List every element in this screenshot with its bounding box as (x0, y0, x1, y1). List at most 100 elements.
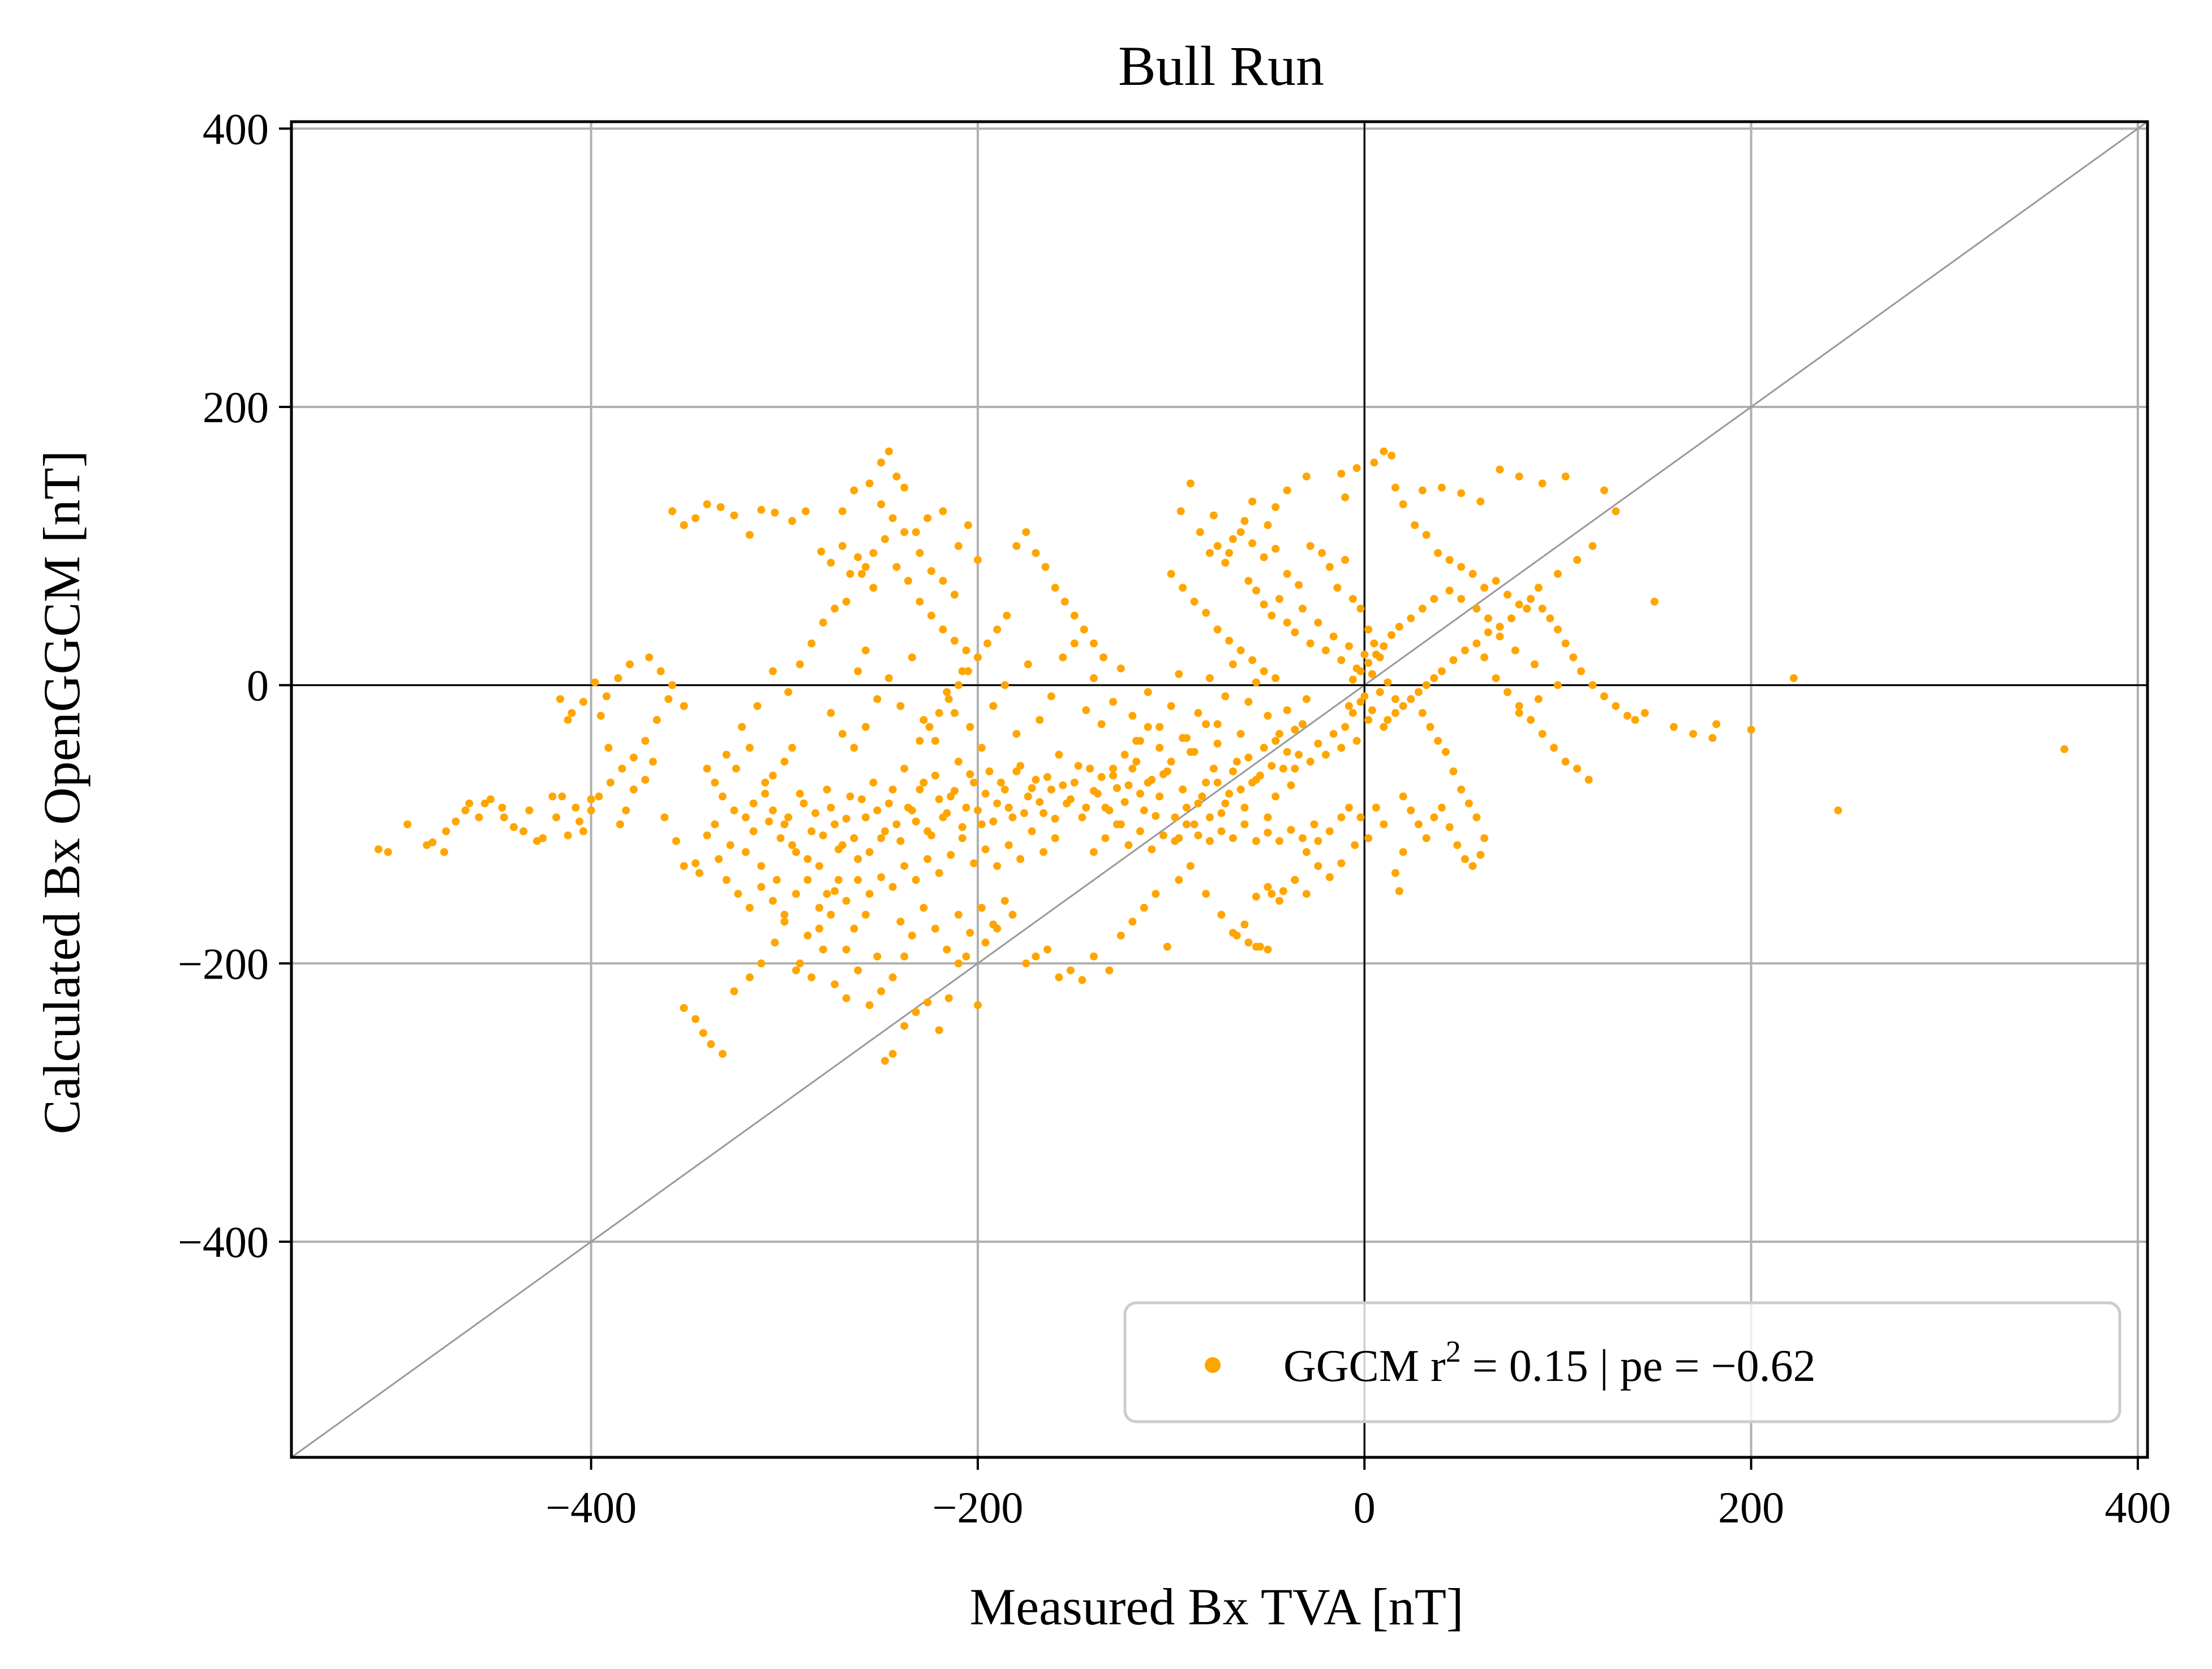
data-point (780, 917, 789, 926)
data-point (741, 813, 750, 822)
data-point (958, 823, 967, 831)
data-point (1124, 781, 1133, 790)
data-point (1476, 851, 1485, 859)
data-point (947, 792, 955, 801)
data-point (757, 959, 766, 968)
data-point (1272, 792, 1280, 801)
data-point (966, 770, 974, 778)
data-point (730, 806, 738, 814)
data-point (1283, 486, 1291, 495)
data-point (1124, 841, 1133, 849)
data-point (1631, 716, 1639, 724)
data-point (1437, 667, 1446, 675)
data-point (1623, 711, 1631, 720)
data-point (780, 757, 789, 766)
data-point (908, 932, 916, 940)
data-point (1306, 542, 1315, 550)
data-point (1264, 945, 1272, 954)
data-point (618, 765, 626, 773)
data-point (964, 667, 972, 675)
data-point (776, 834, 785, 842)
data-point (943, 688, 951, 696)
data-point (509, 823, 518, 831)
data-point (977, 904, 986, 912)
data-point (1244, 753, 1253, 762)
data-point (1171, 813, 1179, 822)
data-point (854, 855, 862, 863)
data-point (947, 851, 955, 859)
data-point (1264, 829, 1272, 837)
data-point (842, 814, 851, 823)
data-point (1268, 762, 1276, 770)
legend-label-suffix: = 0.15 | pe = −0.62 (1461, 1341, 1816, 1391)
data-point (1370, 639, 1378, 647)
data-point (699, 1029, 707, 1037)
data-point (1022, 528, 1030, 537)
data-point (865, 890, 874, 898)
data-point (1422, 834, 1431, 842)
y-tick-label: −200 (178, 939, 269, 988)
data-point (734, 890, 742, 898)
data-point (1225, 790, 1234, 798)
data-point (993, 625, 1002, 634)
data-point (1000, 681, 1009, 689)
data-point (796, 790, 804, 798)
data-point (1612, 702, 1620, 710)
data-point (749, 799, 758, 808)
data-point (804, 876, 812, 884)
data-point (1434, 549, 1442, 557)
data-point (1232, 757, 1241, 766)
data-point (1399, 500, 1407, 508)
data-point (1314, 739, 1322, 748)
data-point (920, 716, 928, 724)
data-point (904, 577, 912, 585)
data-point (1198, 792, 1206, 801)
data-point (1059, 653, 1067, 662)
data-point (1275, 896, 1283, 905)
data-point (374, 845, 383, 853)
data-point (498, 804, 506, 812)
data-point (817, 547, 826, 556)
data-point (927, 831, 935, 840)
data-point (568, 709, 576, 717)
y-tick-label: 200 (203, 383, 269, 432)
legend-label-superscript: 2 (1446, 1335, 1461, 1368)
data-point (981, 938, 990, 947)
data-point (1395, 623, 1403, 631)
data-point (1028, 827, 1036, 835)
data-point (1360, 650, 1369, 659)
data-point (796, 660, 804, 668)
data-point (558, 792, 566, 801)
data-point (761, 790, 770, 798)
data-point (888, 514, 897, 522)
data-point (1370, 458, 1378, 467)
data-point (1229, 834, 1237, 842)
data-point (1457, 786, 1466, 793)
data-point (1496, 623, 1504, 631)
data-point (761, 778, 770, 787)
data-point (1434, 737, 1442, 745)
data-point (788, 517, 796, 525)
data-point (1036, 716, 1044, 724)
data-point (854, 966, 862, 975)
data-point (1097, 773, 1106, 781)
scatter-points (374, 447, 2069, 1065)
legend-box (1123, 1301, 2121, 1423)
data-point (931, 737, 939, 745)
data-point (900, 862, 909, 870)
data-point (768, 667, 777, 675)
data-point (808, 639, 816, 647)
data-point (2060, 745, 2069, 753)
data-point (753, 702, 762, 710)
data-point (1012, 542, 1021, 550)
data-point (854, 553, 862, 561)
data-point (1345, 804, 1353, 812)
data-point (827, 911, 835, 919)
data-point (1329, 632, 1338, 641)
data-point (1287, 781, 1295, 790)
data-point (1020, 809, 1028, 817)
data-point (716, 503, 725, 511)
data-point (1016, 855, 1025, 863)
data-point (1352, 737, 1361, 745)
data-point (556, 695, 564, 703)
